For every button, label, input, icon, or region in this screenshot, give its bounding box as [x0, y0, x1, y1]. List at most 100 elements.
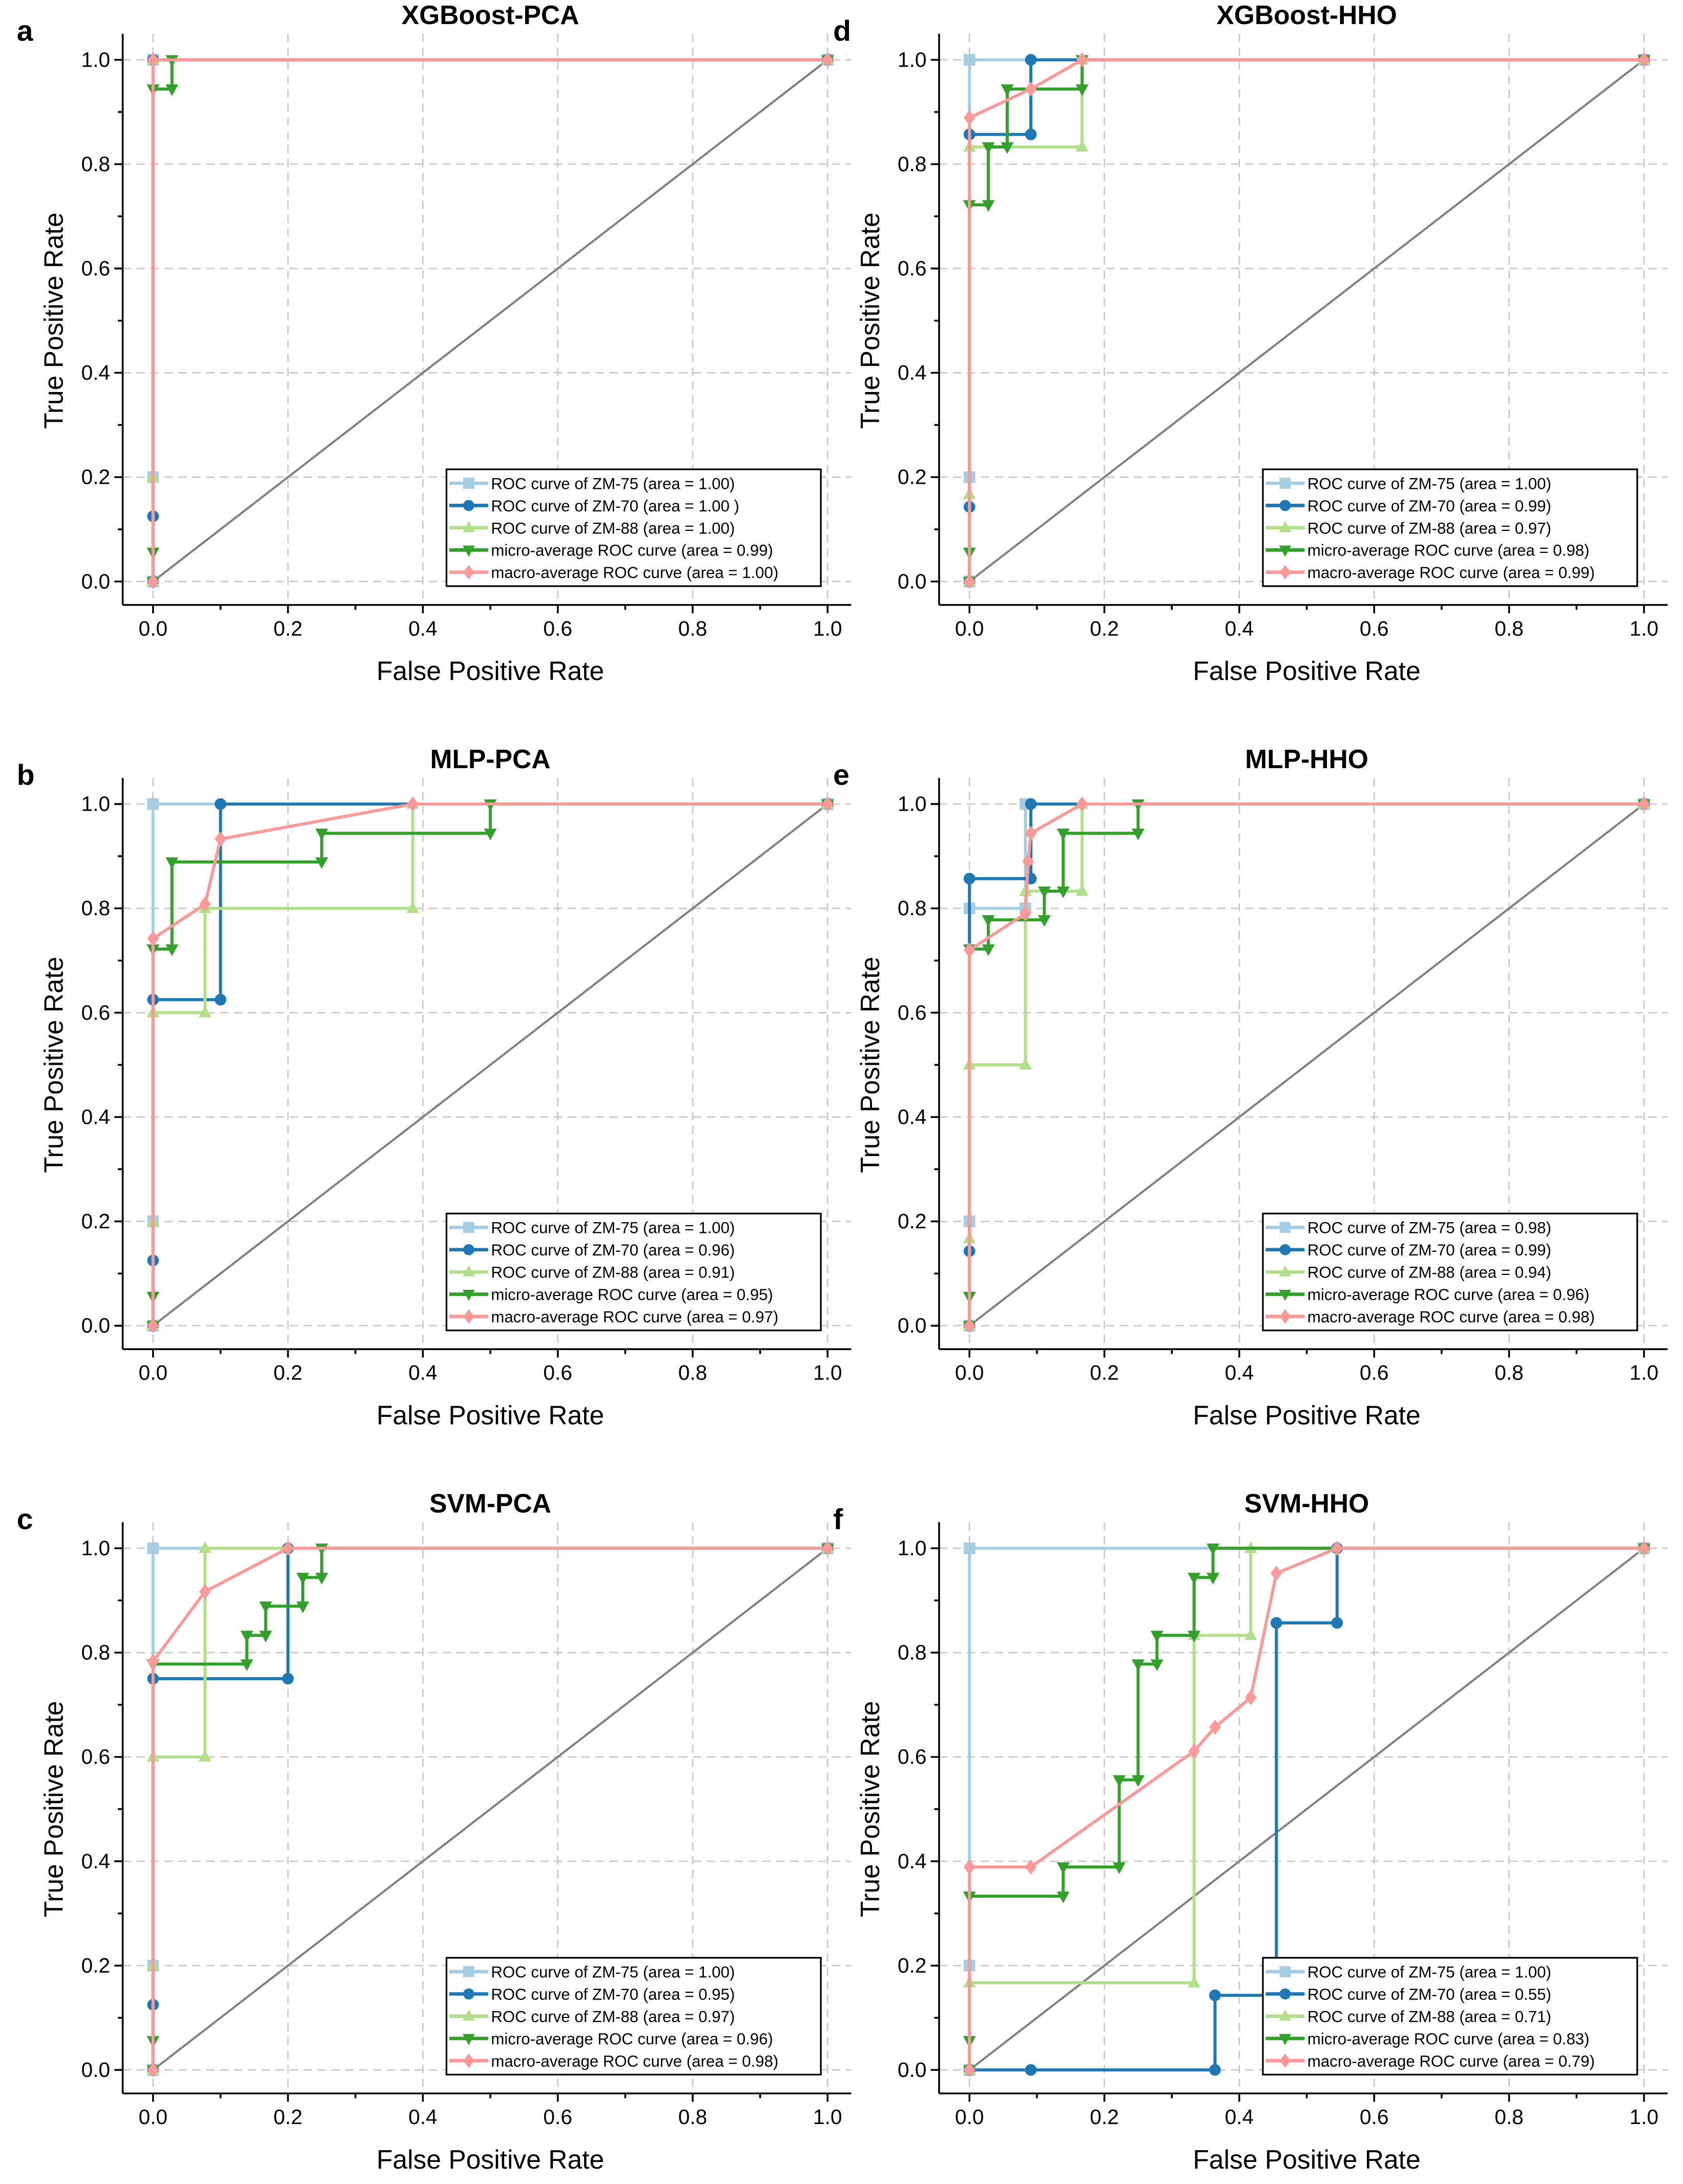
y-axis-label: True Positive Rate — [855, 1701, 885, 1917]
legend-item: ROC curve of ZM-70 (area = 0.99) — [1265, 1241, 1551, 1259]
marker-diamond — [407, 796, 419, 812]
y-tick-label: 1.0 — [81, 792, 110, 816]
legend-label: ROC curve of ZM-88 (area = 1.00) — [491, 519, 735, 537]
legend-label: ROC curve of ZM-88 (area = 0.97) — [1307, 519, 1551, 537]
marker-triangle-down — [165, 944, 179, 956]
marker-diamond — [463, 565, 474, 580]
marker-triangle-down — [1056, 886, 1070, 898]
legend-label: ROC curve of ZM-75 (area = 1.00) — [491, 475, 735, 492]
x-tick-label: 0.4 — [1225, 616, 1254, 640]
legend-label: ROC curve of ZM-88 (area = 0.71) — [1307, 2008, 1551, 2026]
chance-diagonal — [969, 803, 1645, 1327]
y-axis-label: True Positive Rate — [38, 213, 68, 429]
marker-diamond — [1638, 1540, 1650, 1556]
legend-box — [445, 1212, 822, 1331]
marker-triangle-down — [1279, 545, 1292, 557]
marker-diamond — [147, 52, 159, 68]
y-tick-label: 0.0 — [81, 2058, 110, 2082]
marker-square — [963, 54, 975, 66]
marker-triangle-down — [1037, 886, 1051, 898]
marker-triangle-down — [1056, 1862, 1070, 1874]
legend-item: macro-average ROC curve (area = 0.99) — [1265, 564, 1595, 582]
y-tick-label: 0.6 — [898, 1745, 927, 1768]
marker-circle — [963, 873, 975, 885]
marker-triangle-down — [1188, 1631, 1201, 1643]
marker-diamond — [1076, 52, 1088, 68]
x-tick-label: 1.0 — [813, 616, 842, 640]
panel-f: 0.0 0.2 0.4 0.6 0.8 1.0 0.0 0.2 0.4 0.6 0.8 1.0 SVM-… — [833, 1489, 1668, 2174]
y-tick-label: 0.8 — [81, 896, 110, 920]
legend-item: micro-average ROC curve (area = 0.96) — [1265, 1286, 1589, 1304]
y-tick-label: 0.2 — [81, 465, 110, 489]
y-tick-label: 0.2 — [898, 1953, 927, 1977]
legend-item: ROC curve of ZM-75 (area = 1.00) — [1265, 475, 1551, 492]
legend-label: macro-average ROC curve (area = 1.00) — [491, 564, 778, 582]
marker-triangle-down — [1279, 1289, 1292, 1301]
x-tick-label: 0.2 — [274, 1361, 303, 1385]
marker-triangle-up — [198, 1541, 212, 1553]
marker-triangle-up — [1075, 140, 1089, 152]
legend-label: ROC curve of ZM-70 (area = 1.00 ) — [491, 497, 739, 515]
marker-diamond — [1279, 2053, 1291, 2068]
panel-letter: a — [17, 14, 34, 47]
marker-diamond — [1638, 796, 1650, 812]
marker-triangle-down — [259, 1601, 273, 1614]
marker-triangle-up — [1279, 2009, 1292, 2021]
marker-triangle-up — [462, 1265, 475, 1276]
chance-diagonal — [152, 1547, 828, 2071]
chart-title: MLP-HHO — [1245, 744, 1368, 774]
legend-item: micro-average ROC curve (area = 0.83) — [1265, 2030, 1589, 2048]
panel-d: 0.0 0.2 0.4 0.6 0.8 1.0 0.0 0.2 0.4 0.6 0.8 1.0 XGBo… — [833, 0, 1668, 686]
marker-circle — [463, 1988, 474, 2000]
marker-square — [463, 478, 474, 489]
marker-diamond — [1025, 81, 1037, 97]
y-tick-label: 0.6 — [81, 1001, 110, 1024]
marker-diamond — [821, 1540, 834, 1556]
legend-label: micro-average ROC curve (area = 0.96) — [491, 2030, 773, 2048]
marker-triangle-down — [462, 1289, 475, 1301]
legend-item: macro-average ROC curve (area = 0.79) — [1265, 2052, 1595, 2070]
marker-circle — [463, 1244, 474, 1255]
legend-label: ROC curve of ZM-75 (area = 0.98) — [1307, 1219, 1551, 1237]
y-tick-label: 0.4 — [81, 1105, 110, 1128]
marker-diamond — [1025, 1859, 1037, 1875]
marker-circle — [463, 500, 474, 511]
marker-diamond — [199, 896, 211, 912]
legend-item: micro-average ROC curve (area = 0.98) — [1265, 542, 1589, 560]
marker-triangle-down — [165, 857, 179, 869]
y-tick-label: 0.0 — [81, 1314, 110, 1337]
legend-box — [1262, 1212, 1638, 1331]
marker-circle — [1025, 2064, 1037, 2076]
panel-c: 0.0 0.2 0.4 0.6 0.8 1.0 0.0 0.2 0.4 0.6 0.8 1.0 SVM-… — [17, 1489, 851, 2174]
marker-triangle-up — [198, 1005, 212, 1018]
y-tick-label: 0.2 — [81, 1209, 110, 1233]
marker-diamond — [215, 831, 226, 847]
legend-label: ROC curve of ZM-70 (area = 0.96) — [491, 1241, 735, 1259]
legend-item: ROC curve of ZM-88 (area = 1.00) — [449, 519, 735, 537]
marker-square — [147, 798, 159, 810]
y-tick-label: 0.8 — [898, 152, 927, 176]
marker-circle — [1270, 1617, 1282, 1629]
marker-triangle-up — [1019, 1058, 1032, 1070]
x-axis-label: False Positive Rate — [377, 1400, 604, 1430]
y-tick-label: 0.6 — [898, 257, 927, 280]
marker-diamond — [463, 2053, 474, 2068]
legend-label: ROC curve of ZM-75 (area = 1.00) — [491, 1219, 735, 1237]
y-tick-label: 1.0 — [898, 1536, 927, 1560]
y-tick-label: 0.6 — [898, 1001, 927, 1024]
x-tick-label: 0.8 — [678, 616, 708, 640]
legend-item: ROC curve of ZM-88 (area = 0.91) — [449, 1264, 735, 1282]
legend-box — [445, 1956, 822, 2076]
marker-diamond — [963, 2062, 975, 2078]
marker-circle — [1279, 1244, 1291, 1255]
marker-circle — [1025, 798, 1037, 810]
legend-label: micro-average ROC curve (area = 0.83) — [1307, 2030, 1590, 2048]
marker-diamond — [1188, 1743, 1200, 1759]
legend-item: ROC curve of ZM-88 (area = 0.94) — [1265, 1264, 1551, 1282]
legend-item: ROC curve of ZM-70 (area = 1.00 ) — [449, 497, 739, 515]
y-tick-label: 0.0 — [898, 2058, 927, 2082]
panel-b: 0.0 0.2 0.4 0.6 0.8 1.0 0.0 0.2 0.4 0.6 0.8 1.0 MLP-… — [17, 744, 851, 1430]
marker-triangle-up — [1279, 521, 1292, 532]
marker-triangle-down — [296, 1573, 309, 1585]
